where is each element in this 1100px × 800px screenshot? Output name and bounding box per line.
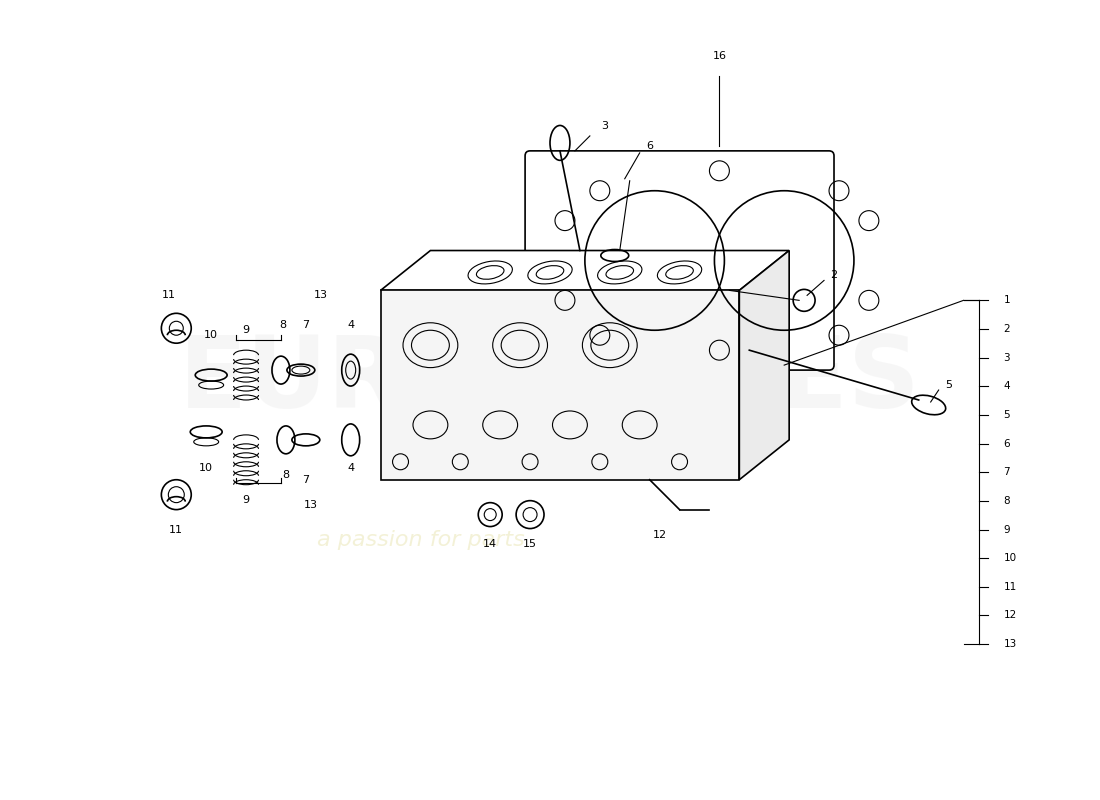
Text: 7: 7: [302, 474, 309, 485]
Text: 15: 15: [524, 539, 537, 550]
Text: 5: 5: [945, 380, 953, 390]
Polygon shape: [381, 250, 789, 290]
Text: 11: 11: [1003, 582, 1016, 592]
Text: 7: 7: [302, 320, 309, 330]
Text: 14: 14: [483, 539, 497, 550]
Text: 9: 9: [242, 494, 250, 505]
Text: 3: 3: [602, 121, 608, 131]
Text: 10: 10: [1003, 553, 1016, 563]
Text: 11: 11: [163, 290, 176, 300]
Text: since 1985: since 1985: [432, 426, 668, 464]
Text: 12: 12: [652, 530, 667, 539]
Text: 2: 2: [830, 270, 837, 281]
Text: 8: 8: [279, 320, 286, 330]
Text: 7: 7: [1003, 467, 1010, 478]
Text: 6: 6: [646, 141, 653, 151]
Polygon shape: [381, 290, 739, 480]
Text: 16: 16: [713, 51, 726, 61]
Text: 4: 4: [348, 320, 354, 330]
Text: 10: 10: [199, 462, 213, 473]
Text: 5: 5: [1003, 410, 1010, 420]
Text: 10: 10: [205, 330, 218, 340]
FancyBboxPatch shape: [525, 151, 834, 370]
Text: 11: 11: [169, 525, 184, 534]
Text: 9: 9: [1003, 525, 1010, 534]
Polygon shape: [739, 250, 789, 480]
Text: 6: 6: [1003, 438, 1010, 449]
Text: a passion for parts: a passion for parts: [317, 530, 525, 550]
Text: EUROSPARES: EUROSPARES: [179, 331, 921, 429]
Text: 13: 13: [304, 500, 318, 510]
Text: 2: 2: [1003, 324, 1010, 334]
Text: 13: 13: [314, 290, 328, 300]
Text: 4: 4: [348, 462, 354, 473]
Text: 13: 13: [1003, 639, 1016, 649]
Text: 12: 12: [1003, 610, 1016, 621]
Text: 3: 3: [1003, 353, 1010, 362]
Text: 1: 1: [1003, 295, 1010, 306]
Text: 9: 9: [242, 326, 250, 335]
Text: 4: 4: [1003, 382, 1010, 391]
Text: 8: 8: [1003, 496, 1010, 506]
Text: 8: 8: [283, 470, 289, 480]
